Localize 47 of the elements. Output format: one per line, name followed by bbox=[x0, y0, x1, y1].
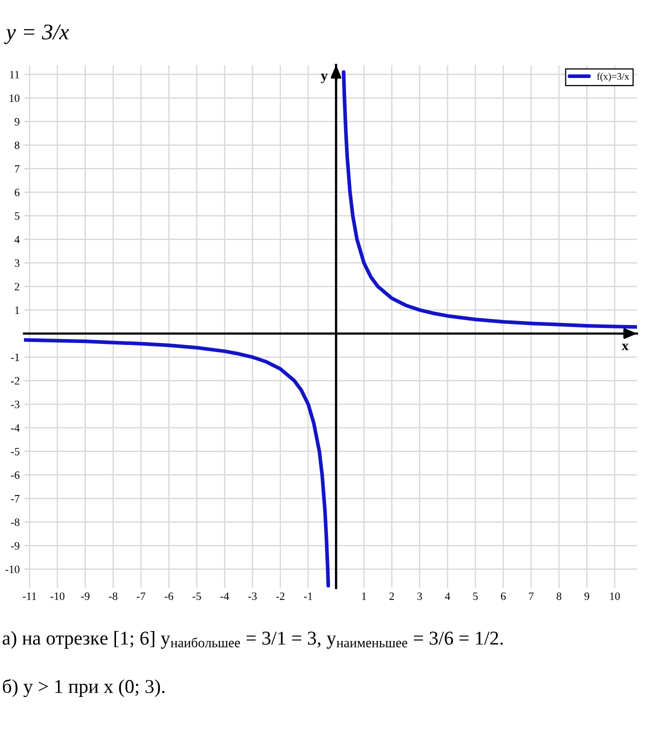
x-tick-label: 1 bbox=[362, 592, 366, 600]
legend-label: f(x)=3/x bbox=[597, 72, 630, 82]
x-tick-label: -6 bbox=[164, 592, 174, 600]
chart-title: y = 3/x bbox=[4, 24, 69, 44]
x-tick-label: -3 bbox=[248, 592, 257, 600]
y-tick-label: 7 bbox=[15, 165, 20, 173]
y-tick-label: 6 bbox=[14, 188, 20, 196]
x-axis-title: x bbox=[622, 344, 629, 350]
x-tick-label: 7 bbox=[529, 592, 534, 600]
x-tick-label: 6 bbox=[500, 592, 506, 600]
y-tick-label: 1 bbox=[15, 306, 20, 314]
x-tick-label: 4 bbox=[444, 592, 450, 600]
y-tick-label: -8 bbox=[10, 518, 20, 526]
x-tick-label: -5 bbox=[192, 592, 201, 600]
y-axis-title: y bbox=[320, 74, 328, 84]
y-tick-label: -5 bbox=[10, 448, 20, 456]
text: б) y > 1 при x (0; 3). bbox=[2, 678, 164, 698]
y-tick-label: 10 bbox=[10, 94, 20, 102]
x-tick-label: 5 bbox=[473, 592, 478, 600]
x-tick-label: 8 bbox=[556, 592, 562, 600]
y-tick-label: 5 bbox=[14, 212, 20, 220]
x-tick-label: 3 bbox=[417, 592, 422, 600]
y-tick-label: -10 bbox=[5, 566, 20, 574]
y-tick-label: -6 bbox=[10, 471, 20, 479]
y-tick-label: -1 bbox=[10, 354, 20, 361]
x-tick-label: 10 bbox=[610, 592, 620, 600]
y-tick-label: -7 bbox=[10, 495, 20, 502]
x-tick-label: -7 bbox=[136, 592, 146, 600]
y-tick-label: 4 bbox=[14, 236, 20, 244]
x-tick-label: -4 bbox=[220, 592, 230, 600]
y-tick-label: -3 bbox=[10, 400, 20, 408]
y-tick-label: 9 bbox=[14, 118, 20, 126]
y-tick-label: 11 bbox=[10, 70, 20, 78]
y-tick-label: 8 bbox=[14, 142, 20, 150]
x-tick-label: 9 bbox=[584, 592, 590, 600]
x-tick-label: -10 bbox=[50, 592, 64, 600]
x-tick-label: -2 bbox=[276, 592, 284, 600]
y-tick-label: -9 bbox=[10, 542, 20, 550]
x-tick-label: -8 bbox=[108, 592, 118, 600]
y-tick-label: -2 bbox=[10, 377, 20, 385]
y-tick-label: 2 bbox=[14, 282, 20, 290]
y-tick-label: -4 bbox=[10, 424, 20, 432]
x-tick-label: -1 bbox=[304, 592, 312, 600]
x-tick-label: -9 bbox=[81, 592, 90, 600]
x-tick-label: 2 bbox=[390, 592, 394, 600]
y-tick-label: 3 bbox=[14, 259, 20, 267]
x-tick-label: -11 bbox=[22, 592, 36, 600]
